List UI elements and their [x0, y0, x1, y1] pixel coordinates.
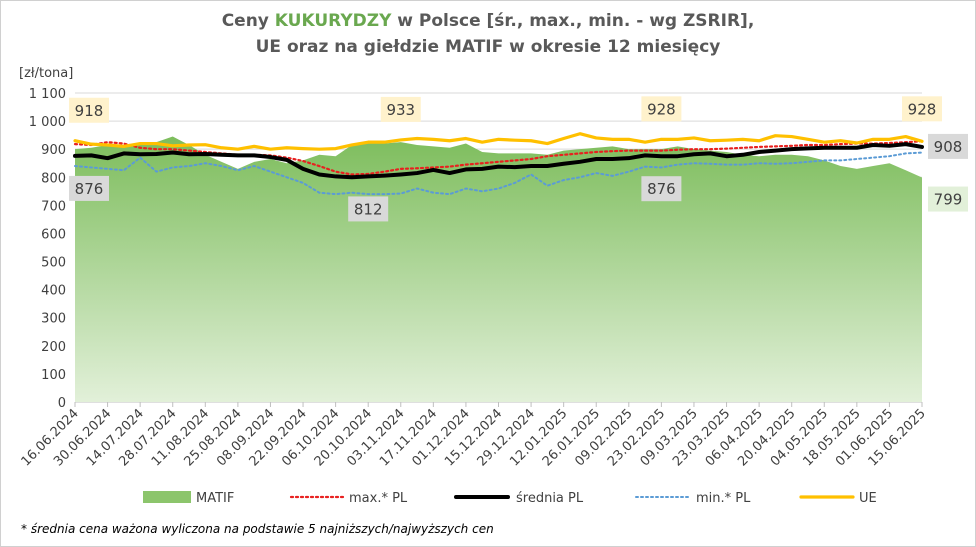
matif-area-layer	[75, 136, 922, 403]
data-label-box	[69, 175, 109, 201]
data-label-box	[902, 96, 942, 122]
data-label: 918	[75, 102, 104, 120]
y-axis-ticks: 0 100 200 300 400 500 600 700 800 900 1 000 1 100	[29, 87, 66, 411]
data-label-box	[348, 196, 389, 222]
y-axis-unit-label: [zł/tona]	[19, 66, 73, 81]
chart-title-line1: Ceny KUKURYDZY w Polsce [śr., max., min.…	[222, 11, 755, 31]
y-tick-label: 0	[58, 396, 66, 411]
series-line-srednia-pl	[73, 142, 924, 180]
data-label: 812	[354, 200, 383, 218]
data-label-box	[641, 96, 682, 122]
data-labels: 918 876 933 812 928 876 928 908 799	[69, 96, 968, 222]
legend-label: max.* PL	[349, 491, 408, 506]
chart-title-line2: UE oraz na giełdzie MATIF w okresie 12 m…	[256, 37, 721, 57]
y-tick-label: 900	[41, 143, 66, 158]
y-tick-label: 700	[41, 199, 66, 214]
data-label-box	[641, 176, 682, 202]
title-part-accent: KUKURYDZY	[275, 11, 392, 31]
y-tick-label: 800	[41, 171, 66, 186]
legend-label: średnia PL	[516, 491, 584, 506]
data-label-box	[380, 96, 421, 122]
y-tick-label: 600	[41, 227, 66, 242]
y-tick-label: 500	[41, 256, 66, 271]
legend-label: UE	[859, 491, 877, 506]
y-tick-label: 400	[41, 284, 66, 299]
x-axis-ticks: 16.06.202430.06.202414.07.202428.07.2024…	[19, 402, 929, 469]
y-tick-label: 100	[41, 368, 66, 383]
data-label: 799	[934, 191, 963, 209]
y-tick-label: 300	[41, 312, 66, 327]
y-tick-label: 200	[41, 340, 66, 355]
series-line-ue	[73, 132, 924, 151]
data-label: 933	[386, 101, 415, 119]
data-label-box	[928, 133, 968, 159]
series-line-min-pl	[74, 151, 923, 196]
legend-label: min.* PL	[696, 491, 751, 506]
data-label-box	[928, 186, 968, 212]
series-area-matif	[75, 136, 922, 403]
footnote: * średnia cena ważona wyliczona na podst…	[21, 522, 494, 536]
data-label-box	[69, 97, 109, 123]
data-label: 908	[934, 138, 963, 156]
data-label: 928	[647, 100, 676, 118]
legend-swatch-matif	[143, 491, 191, 503]
data-label: 876	[647, 180, 676, 198]
y-tick-label: 1 100	[29, 87, 66, 102]
y-tick-label: 1 000	[29, 115, 66, 130]
title-part-3: w Polsce [śr., max., min. - wg ZSRIR],	[391, 11, 754, 31]
series-lines-layer	[73, 132, 924, 196]
data-label: 928	[908, 100, 937, 118]
legend-label: MATIF	[196, 491, 234, 506]
title-part-1: Ceny	[222, 11, 275, 31]
data-label: 876	[75, 180, 104, 198]
legend: MATIF max.* PL średnia PL min.* PL UE	[143, 491, 877, 506]
